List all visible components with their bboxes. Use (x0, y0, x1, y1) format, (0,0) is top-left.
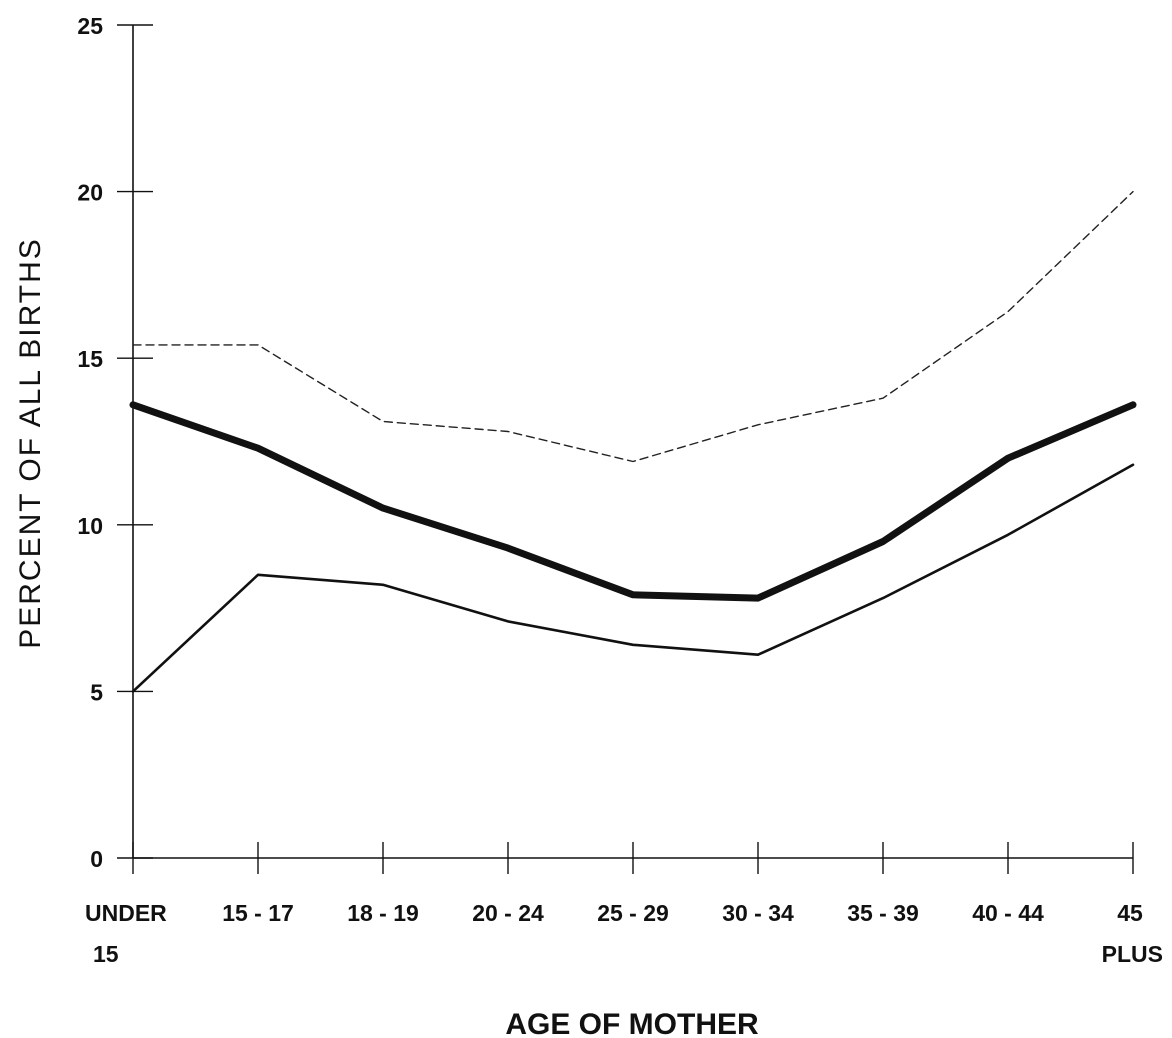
x-axis-title: AGE OF MOTHER (505, 1008, 759, 1038)
x-tick-label: 35 - 39 (847, 900, 919, 926)
y-tick-label: 5 (90, 679, 103, 705)
x-tick-label: 15 - 17 (222, 900, 294, 926)
x-tick-label: 20 - 24 (472, 900, 544, 926)
x-tick-label: 25 - 29 (597, 900, 669, 926)
y-tick-label: 20 (77, 180, 103, 206)
x-tick-label: 40 - 44 (972, 900, 1044, 926)
x-tick-label: 15 (93, 941, 119, 967)
series-line-3 (131, 463, 1135, 693)
x-tick-label: 18 - 19 (347, 900, 419, 926)
y-tick-label: 10 (77, 513, 103, 539)
y-tick-label: 15 (77, 346, 103, 372)
x-tick-label: 45 (1117, 900, 1143, 926)
chart-labels: 0 5 10 15 20 25 UNDER 15 15 - 17 18 - 19 20 - 24 25… (77, 13, 1163, 967)
series-line-2 (129, 401, 1137, 602)
x-tick-label: UNDER (85, 900, 167, 926)
chart-axes (117, 24, 1134, 874)
x-tick-label: 30 - 34 (722, 900, 794, 926)
x-tick-label: PLUS (1102, 941, 1163, 967)
chart-series (129, 190, 1137, 693)
y-tick-label: 25 (77, 13, 103, 39)
y-tick-label: 0 (90, 846, 103, 872)
y-axis-title: PERCENT OF ALL BIRTHS (14, 237, 47, 649)
series-line-1 (132, 190, 1134, 463)
